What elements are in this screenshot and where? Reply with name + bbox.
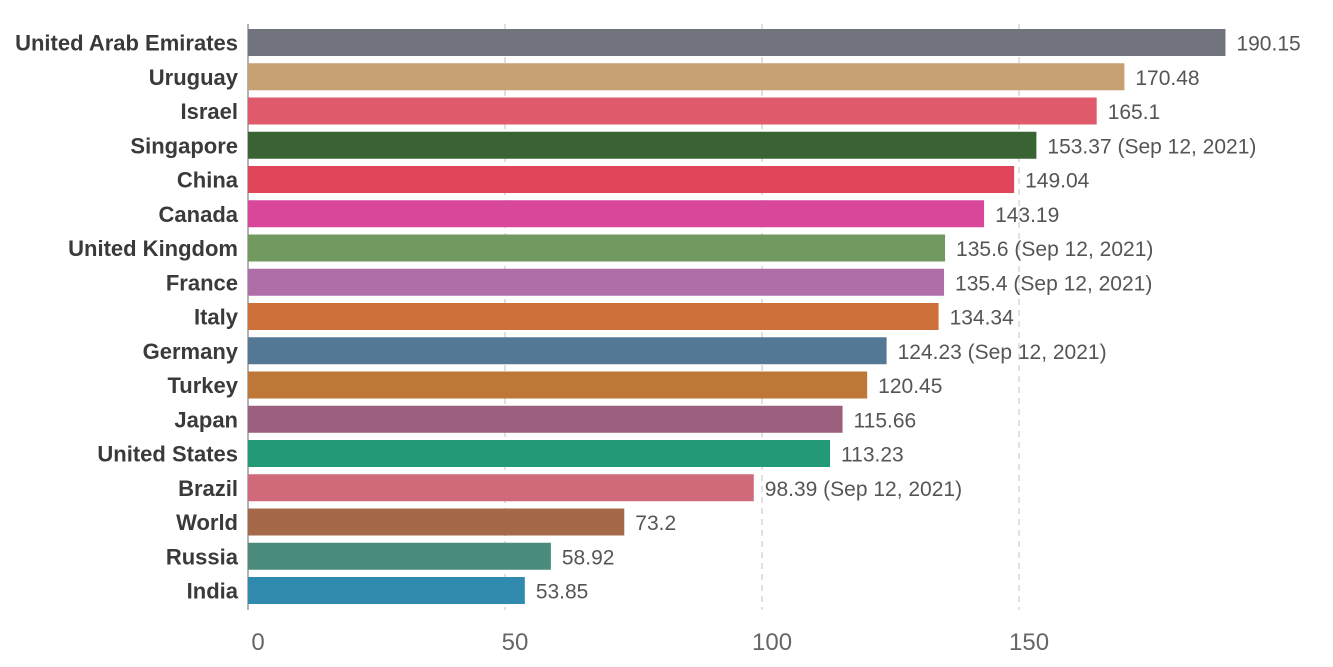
category-label: Russia: [166, 544, 239, 569]
category-label: Japan: [174, 407, 238, 432]
bar-united-states: [248, 440, 831, 467]
bar-russia: [248, 542, 551, 570]
category-label: Turkey: [167, 373, 238, 398]
value-label: 113.23: [841, 444, 904, 467]
value-label: 53.85: [536, 581, 589, 604]
bar-india: [248, 577, 525, 604]
bar-germany: [248, 337, 887, 365]
x-tick-label: 50: [502, 629, 529, 656]
bar-uruguay: [248, 63, 1125, 91]
value-label: 124.23 (Sep 12, 2021): [898, 341, 1107, 364]
value-label: 190.15: [1236, 33, 1300, 56]
bar-united-kingdom: [248, 234, 946, 262]
bar-united-arab-emirates: [248, 29, 1226, 56]
bars: [248, 29, 1226, 604]
value-label: 165.1: [1108, 101, 1161, 124]
category-label: Germany: [143, 339, 239, 364]
value-label: 153.37 (Sep 12, 2021): [1047, 135, 1256, 158]
bar-singapore: [248, 131, 1037, 159]
category-label: Italy: [194, 305, 239, 330]
category-label: Singapore: [130, 133, 238, 158]
value-label: 98.39 (Sep 12, 2021): [765, 478, 962, 501]
bar-turkey: [248, 371, 868, 399]
category-label: France: [166, 270, 238, 295]
category-label: World: [176, 510, 238, 535]
value-label: 149.04: [1025, 170, 1090, 193]
value-label: 115.66: [854, 409, 917, 432]
category-label: United Arab Emirates: [15, 31, 238, 56]
value-label: 73.2: [635, 512, 676, 535]
bar-brazil: [248, 474, 754, 502]
category-label: Uruguay: [149, 65, 239, 90]
bar-china: [248, 166, 1015, 193]
value-label: 143.19: [995, 204, 1059, 227]
x-axis-ticks: 0 50 100 150: [251, 629, 1049, 656]
value-label: 58.92: [562, 546, 615, 569]
x-tick-label: 0: [251, 629, 264, 656]
bar-france: [248, 268, 945, 296]
bar-world: [248, 508, 625, 536]
value-labels: 190.15 170.48 165.1 153.37 (Sep 12, 2021) 14…: [536, 33, 1301, 604]
value-label: 120.45: [878, 375, 942, 398]
x-tick-label: 150: [1009, 629, 1049, 656]
bar-italy: [248, 303, 939, 330]
category-label: China: [177, 168, 239, 193]
category-label: Canada: [159, 202, 239, 227]
value-label: 134.34: [950, 307, 1015, 330]
bar-israel: [248, 97, 1097, 125]
category-labels: United Arab Emirates Uruguay Israel Singapo…: [15, 31, 239, 604]
bar-canada: [248, 200, 985, 228]
x-tick-label: 100: [752, 629, 792, 656]
category-label: India: [187, 579, 239, 604]
category-label: Israel: [181, 99, 239, 124]
bar-japan: [248, 405, 843, 433]
category-label: United States: [97, 442, 238, 467]
category-label: United Kingdom: [68, 236, 238, 261]
value-label: 135.4 (Sep 12, 2021): [955, 272, 1152, 295]
category-label: Brazil: [178, 476, 238, 501]
value-label: 135.6 (Sep 12, 2021): [956, 238, 1153, 261]
value-label: 170.48: [1135, 67, 1199, 90]
